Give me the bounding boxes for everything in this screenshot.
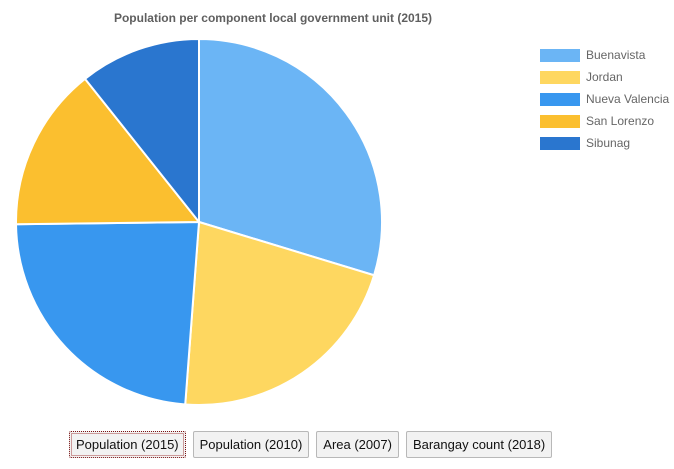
legend-item-buenavista[interactable]: Buenavista — [540, 44, 669, 66]
barangay-count-2018-button[interactable]: Barangay count (2018) — [405, 431, 553, 458]
legend-label-jordan: Jordan — [586, 70, 623, 84]
pie-slice-sibunag[interactable] — [83, 37, 200, 225]
legend-item-nueva-valencia[interactable]: Nueva Valencia — [540, 88, 669, 110]
legend-swatch-jordan — [540, 70, 580, 84]
legend-item-san-lorenzo[interactable]: San Lorenzo — [540, 110, 669, 132]
pie-slice-buenavista[interactable] — [198, 37, 383, 277]
legend-label-nueva-valencia: Nueva Valencia — [586, 92, 670, 106]
legend-label-sibunag: Sibunag — [586, 136, 631, 150]
legend-swatch-san-lorenzo — [540, 114, 580, 128]
area-2007-button[interactable]: Area (2007) — [316, 431, 399, 458]
population-2010-button[interactable]: Population (2010) — [192, 431, 310, 458]
legend-item-jordan[interactable]: Jordan — [540, 66, 669, 88]
legend-swatch-buenavista — [540, 48, 580, 62]
population-2015-button[interactable]: Population (2015) — [69, 431, 186, 458]
pie-chart — [14, 37, 383, 406]
legend-swatch-nueva-valencia — [540, 92, 580, 106]
pie-slice-nueva-valencia[interactable] — [14, 220, 201, 406]
legend-label-san-lorenzo: San Lorenzo — [586, 114, 655, 128]
dataset-button-bar: Population (2015) Population (2010) Area… — [69, 431, 553, 458]
legend-item-sibunag[interactable]: Sibunag — [540, 132, 669, 154]
pie-slice-san-lorenzo[interactable] — [15, 77, 202, 226]
legend-swatch-sibunag — [540, 136, 580, 150]
pie-slice-jordan[interactable] — [184, 220, 376, 406]
legend-label-buenavista: Buenavista — [586, 48, 646, 62]
chart-title: Population per component local governmen… — [113, 11, 433, 25]
legend: Buenavista Jordan Nueva Valencia San Lor… — [540, 44, 669, 154]
